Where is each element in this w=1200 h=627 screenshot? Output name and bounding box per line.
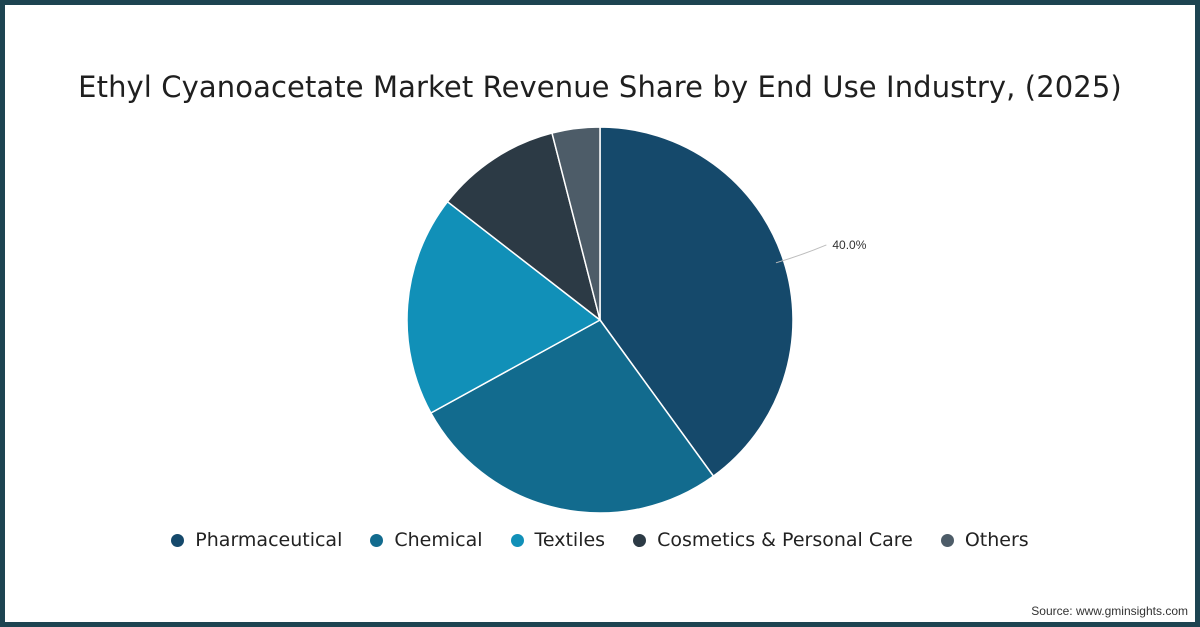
- legend-marker-icon: [171, 533, 185, 547]
- source-note: Source: www.gminsights.com: [1031, 604, 1188, 618]
- legend-item-others[interactable]: Others: [940, 529, 1029, 551]
- pie-slice-textiles: [406, 200, 602, 414]
- legend-item-textiles[interactable]: Textiles: [510, 529, 606, 551]
- legend-item-chemical[interactable]: Chemical: [370, 529, 483, 551]
- legend-item-cosmetics-and-personal-care[interactable]: Cosmetics & Personal Care: [633, 529, 913, 551]
- pie-slice-others: [551, 126, 601, 321]
- chart-legend: Pharmaceutical Chemical Textiles Cosmetics …: [0, 529, 1200, 551]
- legend-label: Pharmaceutical: [195, 529, 343, 551]
- pie-slice-chemical: [429, 319, 715, 514]
- data-label-leader-pharmaceutical: [775, 244, 827, 264]
- legend-item-pharmaceutical[interactable]: Pharmaceutical: [171, 529, 342, 551]
- legend-label: Chemical: [394, 529, 483, 551]
- legend-label: Cosmetics & Personal Care: [657, 529, 913, 551]
- chart-title: Ethyl Cyanoacetate Market Revenue Share …: [78, 70, 1122, 104]
- legend-marker-icon: [633, 533, 647, 547]
- legend-marker-icon: [940, 533, 954, 547]
- legend-label: Textiles: [534, 529, 606, 551]
- pie-data-labels: 40.0%: [775, 238, 867, 264]
- legend-marker-icon: [370, 533, 384, 547]
- legend-label: Others: [964, 529, 1029, 551]
- pie-slices: [406, 126, 794, 514]
- legend-marker-icon: [510, 533, 524, 547]
- data-label-pharmaceutical: 40.0%: [832, 238, 866, 252]
- pie-slice-cosmetics-and-personal-care: [446, 132, 602, 322]
